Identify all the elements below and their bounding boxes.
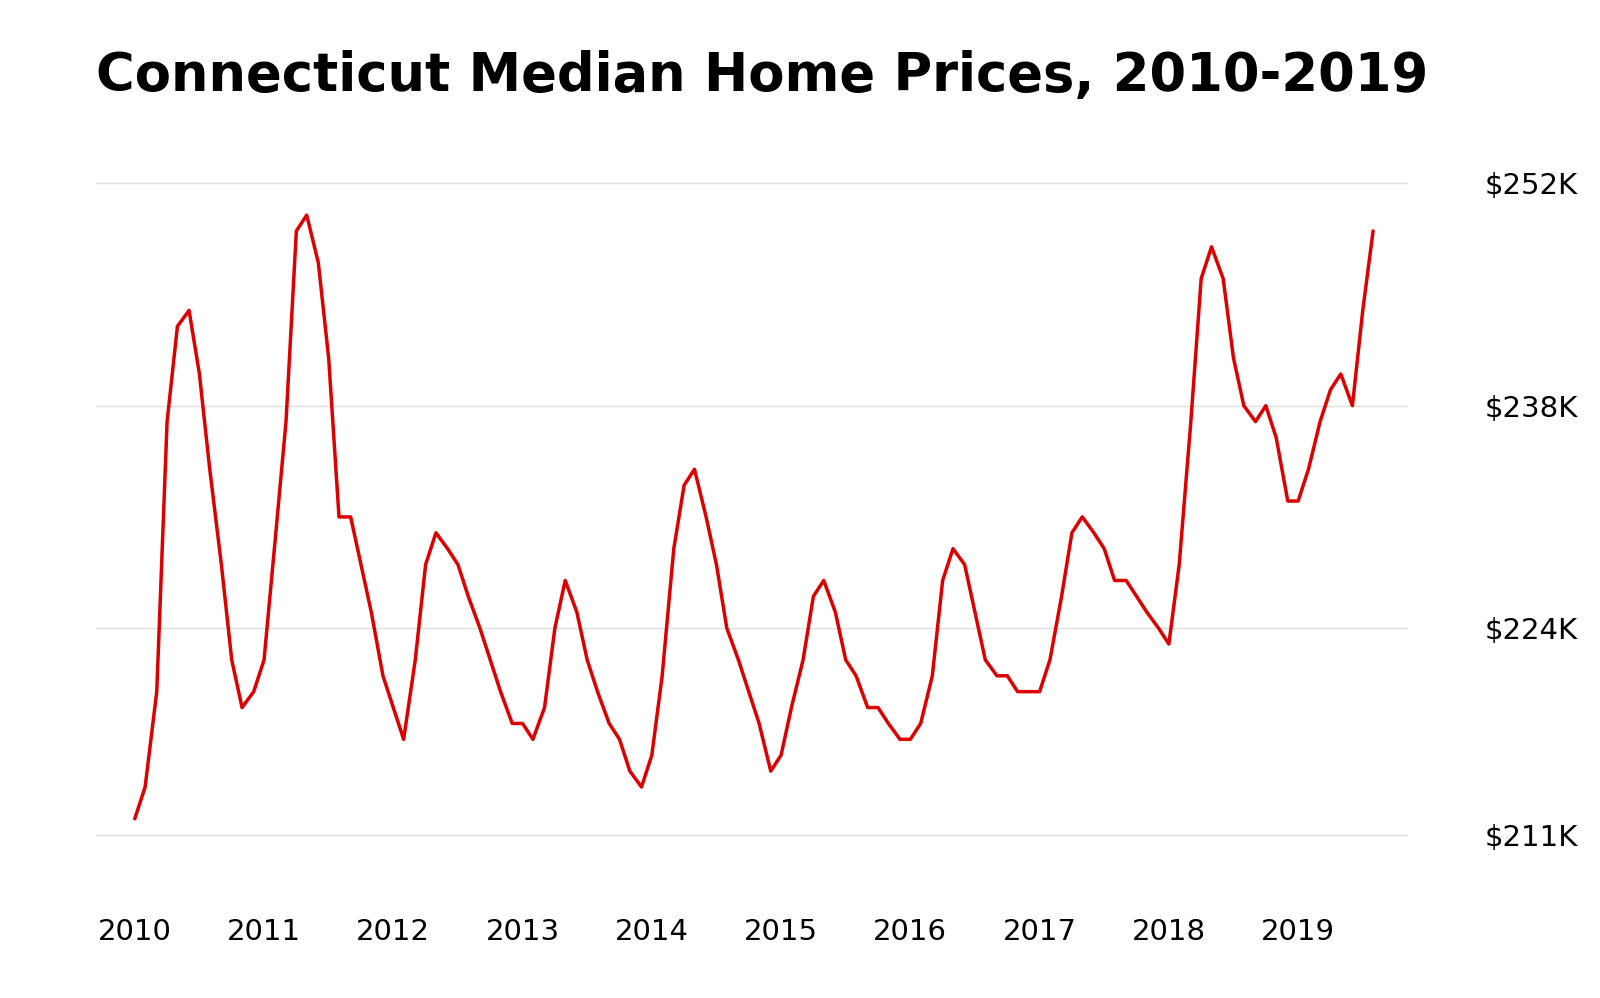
Text: Connecticut Median Home Prices, 2010-2019: Connecticut Median Home Prices, 2010-201… xyxy=(96,50,1429,102)
